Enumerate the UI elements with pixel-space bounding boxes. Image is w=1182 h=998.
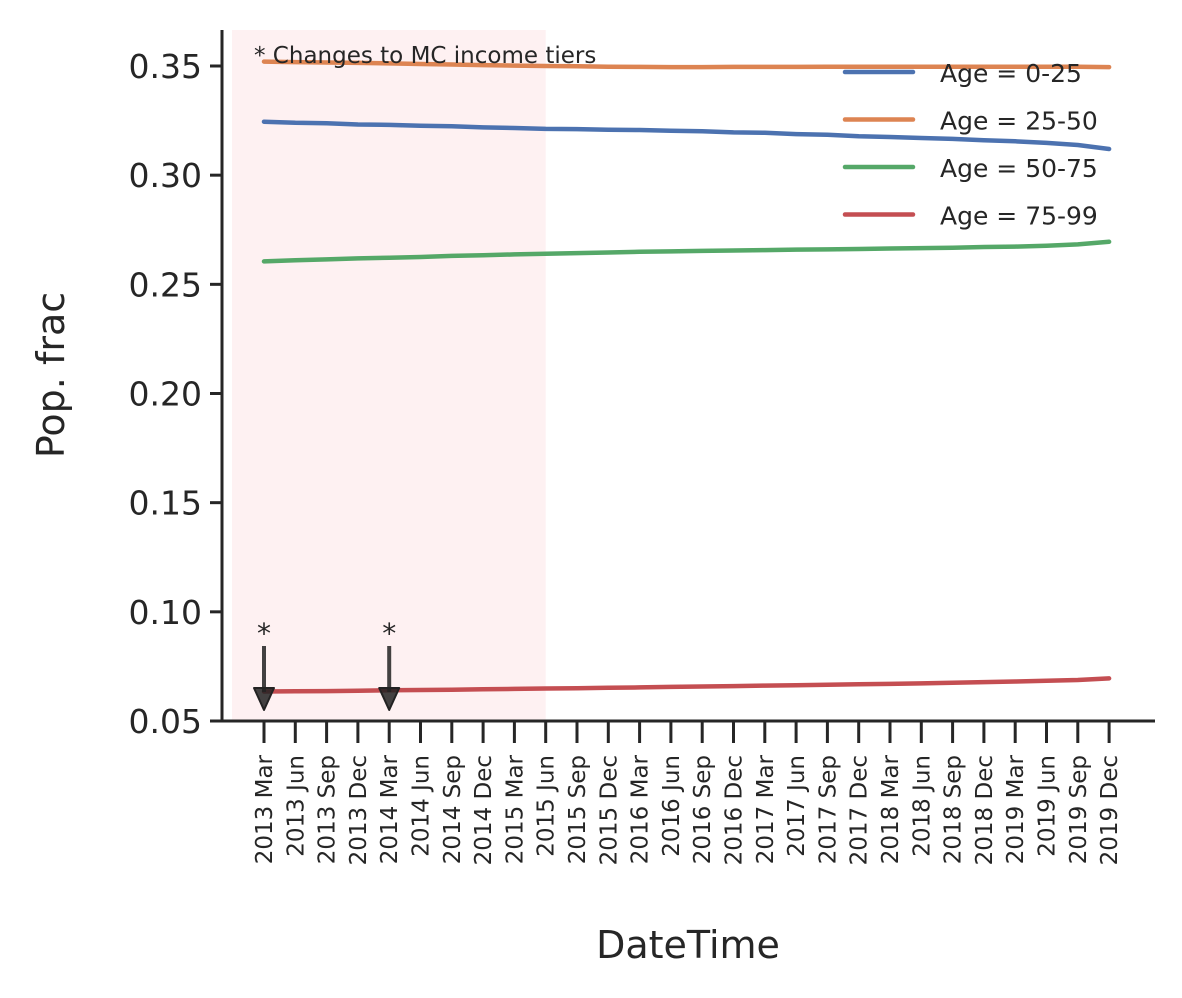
x-tick-label: 2017 Dec <box>847 755 873 865</box>
legend-entry-2: Age = 25-50 <box>842 107 1098 136</box>
x-tick-label: 2015 Sep <box>565 755 591 864</box>
x-tick-label: 2015 Mar <box>502 754 528 864</box>
x-tick-label: 2016 Jun <box>659 755 685 857</box>
y-tick-label: 0.25 <box>129 265 202 304</box>
x-tick-label: 2016 Sep <box>690 755 716 864</box>
x-axis-label: DateTime <box>596 923 780 967</box>
shaded-region <box>232 30 546 721</box>
series-line-4 <box>261 676 1112 694</box>
x-tick-label: 2014 Dec <box>471 755 497 865</box>
legend-label-4: Age = 75-99 <box>940 202 1098 231</box>
x-tick-label: 2013 Mar <box>252 754 278 864</box>
legend-label-1: Age = 0-25 <box>940 59 1082 88</box>
x-tick-label: 2014 Jun <box>409 755 435 857</box>
x-tick-label: 2015 Jun <box>534 755 560 857</box>
annotation-asterisk-2: * <box>382 617 396 650</box>
y-axis-label: Pop. frac <box>29 292 73 458</box>
y-tick-label: 0.05 <box>129 702 202 741</box>
x-tick-label: 2018 Sep <box>941 755 967 864</box>
y-tick-label: 0.35 <box>129 47 202 86</box>
y-tick-label: 0.30 <box>129 156 202 195</box>
x-tick-label: 2017 Jun <box>784 755 810 857</box>
x-tick-label: 2019 Sep <box>1066 755 1092 864</box>
y-tick-label: 0.10 <box>129 593 202 632</box>
series-line-2 <box>261 59 1112 70</box>
x-tick-label: 2014 Mar <box>377 754 403 864</box>
series-layer <box>261 59 1112 694</box>
legend-entry-1: Age = 0-25 <box>842 59 1082 88</box>
legend-entry-4: Age = 75-99 <box>842 202 1098 231</box>
x-tick-label: 2019 Mar <box>1003 754 1029 864</box>
x-tick-label: 2017 Mar <box>753 754 779 864</box>
x-tick-label: 2013 Jun <box>283 755 309 857</box>
annotation-markers: * * <box>253 617 401 711</box>
x-tick-label: 2018 Jun <box>909 755 935 857</box>
x-tick-label: 2015 Dec <box>596 755 622 865</box>
x-tick-label: 2013 Sep <box>315 755 341 864</box>
annotation-arrow-2: * <box>378 617 401 711</box>
y-tick-label: 0.20 <box>129 375 202 414</box>
x-tick-label: 2017 Sep <box>815 755 841 864</box>
x-tick-label: 2018 Dec <box>972 755 998 865</box>
x-tick-label: 2013 Dec <box>346 755 372 865</box>
x-tick-label: 2016 Dec <box>722 755 748 865</box>
x-tick-label: 2014 Sep <box>440 755 466 864</box>
legend-label-3: Age = 50-75 <box>940 154 1098 183</box>
annotation-arrow-1: * <box>253 617 275 711</box>
annotation-note: * Changes to MC income tiers <box>254 43 596 69</box>
y-tick-label: 0.15 <box>129 484 202 523</box>
legend-entry-3: Age = 50-75 <box>842 154 1098 183</box>
x-tick-label: 2016 Mar <box>628 754 654 864</box>
series-line-1 <box>261 119 1112 152</box>
legend: Age = 0-25 Age = 25-50 Age = 50-75 Age = 75… <box>842 59 1098 231</box>
x-tick-label: 2019 Jun <box>1035 755 1061 857</box>
annotation-asterisk-1: * <box>257 617 271 650</box>
x-tick-label: 2018 Mar <box>878 754 904 864</box>
x-tick-label: 2019 Dec <box>1097 755 1123 865</box>
legend-label-2: Age = 25-50 <box>940 107 1098 136</box>
series-line-3 <box>261 239 1112 264</box>
